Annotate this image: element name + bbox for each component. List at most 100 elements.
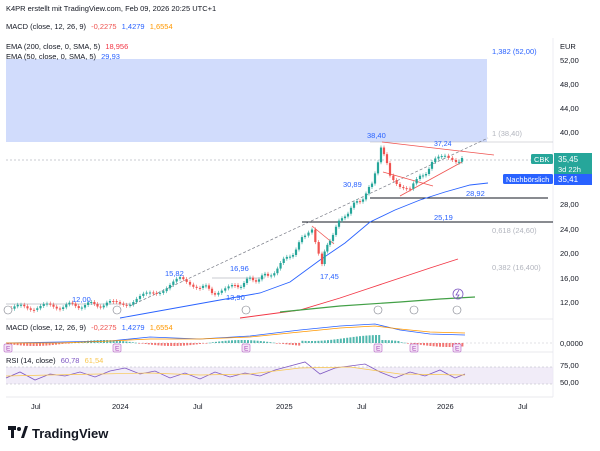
earnings-marker[interactable] <box>3 343 13 353</box>
macd-pane <box>5 323 553 347</box>
macd-top-legend[interactable]: MACD (close, 12, 26, 9) -0,2275 1,4279 1… <box>6 22 176 31</box>
earnings-marker[interactable] <box>409 343 419 353</box>
macd-histogram-bar <box>304 340 307 343</box>
price-label-2892: 28,92 <box>466 189 485 198</box>
macd-histogram-bar <box>122 341 125 343</box>
earnings-marker[interactable] <box>373 343 383 353</box>
after-hours-price-badge[interactable] <box>554 174 592 185</box>
candle-body <box>128 304 132 306</box>
candle-body <box>443 155 447 157</box>
candle-body <box>145 292 148 294</box>
macd-histogram-bar <box>157 343 160 346</box>
lightning-icon[interactable] <box>452 288 464 300</box>
candle-body <box>19 304 23 306</box>
macd-histogram-bar <box>285 343 288 345</box>
tradingview-mark-icon <box>8 426 28 441</box>
rsi-axis-50: 50,00 <box>560 378 579 387</box>
macd-histogram-bar <box>163 343 166 346</box>
candle-body <box>434 158 437 162</box>
macd-histogram-bar <box>186 343 189 346</box>
candle-body <box>323 251 326 265</box>
ema50-legend[interactable]: EMA (50, close, 0, SMA, 5) 29,93 <box>6 52 123 61</box>
event-marker-top[interactable] <box>3 305 13 315</box>
rsi-ma-line <box>5 366 466 377</box>
candle-body <box>395 180 398 185</box>
candle-body <box>317 242 320 254</box>
candle-body <box>168 284 172 289</box>
after-hours-label: Nachbörslich <box>506 175 549 184</box>
macd-histogram-bar <box>375 335 377 343</box>
candle-body <box>337 220 341 227</box>
macd-histogram-bar <box>112 340 115 343</box>
macd-histogram-bar <box>391 340 393 343</box>
candle-body <box>326 244 329 252</box>
ticker-countdown: 3d 22h <box>558 165 581 174</box>
macd-signal-value: 1,6554 <box>149 323 173 332</box>
event-marker-top[interactable] <box>373 305 383 315</box>
macd-histogram-bar <box>154 343 157 346</box>
rsi-ma-value: 61,54 <box>84 356 104 365</box>
candle-body <box>220 290 223 293</box>
macd-histogram-bar <box>176 343 179 346</box>
macd-histogram-bar <box>259 341 262 343</box>
after-hours-badge[interactable] <box>503 174 553 184</box>
candle-body <box>320 253 324 265</box>
macd-histogram-bar <box>151 343 153 345</box>
candle-body <box>71 302 74 304</box>
macd-legend[interactable]: MACD (close, 12, 26, 9) -0,2275 1,4279 1… <box>6 323 176 332</box>
event-marker-top[interactable] <box>452 305 462 315</box>
candle-body <box>42 304 45 306</box>
macd-histogram-bar <box>282 343 285 344</box>
macd-histogram-bar <box>346 337 349 343</box>
tradingview-logo[interactable]: TradingView <box>8 426 108 441</box>
event-marker-top[interactable] <box>112 305 122 315</box>
fib-target-zone <box>6 59 487 142</box>
macd-histogram-bar <box>7 343 9 345</box>
candle-body <box>276 268 279 274</box>
candle-body <box>152 292 155 294</box>
candle-body <box>55 306 58 309</box>
earnings-marker-label: E <box>455 346 460 353</box>
earnings-marker[interactable] <box>241 343 251 353</box>
candle-body <box>376 162 380 174</box>
macd-histogram-bar <box>247 340 249 343</box>
rsi-legend[interactable]: RSI (14, close) 60,78 61,54 <box>6 356 106 365</box>
candle-body <box>207 285 211 289</box>
ticker-price-badge[interactable] <box>554 153 592 175</box>
macd-histogram-bar <box>387 340 390 343</box>
macd-histogram-bar <box>51 343 54 346</box>
candle-body <box>13 306 16 309</box>
macd-histogram-bar <box>448 343 451 347</box>
candle-body <box>254 280 258 282</box>
ema200-legend[interactable]: EMA (200, close, 0, SMA, 5) 18,956 <box>6 42 131 51</box>
price-label-3724: 37,24 <box>434 141 452 148</box>
candle-body <box>398 184 402 187</box>
macd-histogram-bar <box>71 342 73 344</box>
rsi-label: RSI (14, close) <box>6 356 56 365</box>
macd-histogram-bar <box>413 343 416 344</box>
candle-body <box>385 154 389 164</box>
earnings-marker[interactable] <box>112 343 122 353</box>
macd-histogram-bar <box>291 343 294 346</box>
event-marker-top[interactable] <box>409 305 419 315</box>
macd-histogram-bar <box>266 341 269 343</box>
earnings-marker-label: E <box>376 346 381 353</box>
price-label-1696: 16,96 <box>230 264 249 273</box>
candle-body <box>242 282 246 287</box>
candle-body <box>49 303 52 305</box>
candle-body <box>392 175 395 181</box>
macd-histogram-bar <box>336 339 339 343</box>
candle-body <box>83 304 87 308</box>
candle-body <box>334 226 338 235</box>
candle-body <box>80 307 83 309</box>
macd-top-label: MACD (close, 12, 26, 9) <box>6 22 87 31</box>
earnings-marker[interactable] <box>452 343 462 353</box>
candle-body <box>87 302 90 305</box>
candle-body <box>210 288 214 294</box>
macd-axis-label: 0,0000 <box>560 339 583 348</box>
event-marker-top[interactable] <box>241 305 251 315</box>
ticker-symbol-badge[interactable] <box>531 154 553 164</box>
macd-histogram-bar <box>192 343 195 345</box>
